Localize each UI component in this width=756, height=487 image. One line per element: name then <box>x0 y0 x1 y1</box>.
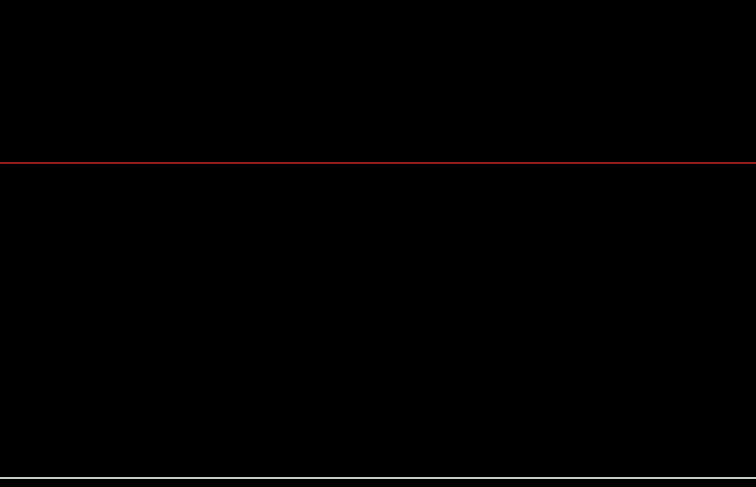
bottom-border <box>0 477 756 479</box>
candlestick-chart <box>0 0 756 162</box>
panel-separator <box>0 162 756 164</box>
indicator-panel[interactable] <box>0 164 756 477</box>
indicator-chart <box>0 164 756 477</box>
candlestick-panel[interactable] <box>0 0 756 162</box>
